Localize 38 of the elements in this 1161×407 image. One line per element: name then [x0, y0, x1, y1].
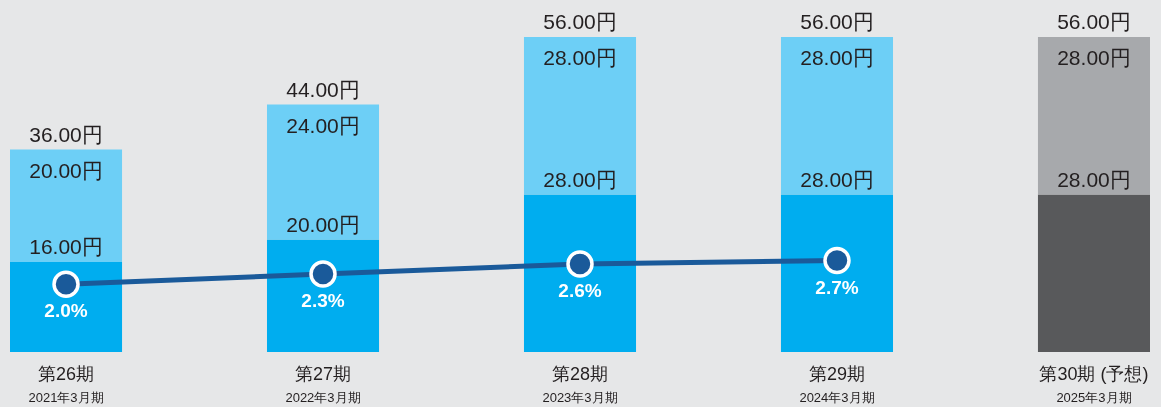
data-label: 28.00円	[543, 167, 617, 191]
bar	[523, 37, 637, 195]
point	[566, 250, 594, 278]
data-label: 28.00円	[1057, 167, 1131, 191]
bar	[780, 194, 894, 352]
data-label: 20.00円	[29, 158, 103, 182]
data-label: 28.00円	[800, 167, 874, 191]
bar	[1037, 37, 1150, 195]
data-label: 2.0%	[44, 300, 88, 322]
x-tick-label: 第27期 2022年3月期	[285, 364, 361, 405]
point	[52, 270, 80, 299]
data-label: 16.00円	[29, 235, 103, 258]
bar	[523, 194, 637, 352]
point	[309, 260, 337, 288]
total-label: 44.00円	[286, 77, 360, 101]
x-tick-label: 第29期 2024年3月期	[799, 364, 875, 405]
data-label: 2.3%	[301, 290, 345, 312]
data-label: 28.00円	[543, 46, 617, 69]
bar	[780, 37, 894, 195]
total-label: 56.00円	[543, 10, 617, 33]
data-label: 28.00円	[800, 46, 874, 69]
total-label: 36.00円	[29, 122, 103, 146]
data-label: 20.00円	[286, 212, 360, 236]
bar	[1037, 194, 1150, 352]
bar	[266, 104, 380, 240]
x-tick-label: 第30期 (予想) 2025年3月期	[1039, 364, 1149, 405]
bar	[10, 149, 123, 262]
point	[823, 246, 851, 275]
data-label: 2.6%	[558, 279, 602, 301]
total-label: 56.00円	[800, 10, 874, 33]
data-label: 28.00円	[1057, 46, 1131, 69]
bar	[266, 239, 380, 352]
data-label: 24.00円	[286, 113, 360, 137]
x-tick-label: 第28期 2023年3月期	[542, 364, 618, 405]
x-tick-label: 第26期 2021年3月期	[28, 364, 104, 405]
total-label: 56.00円	[1057, 10, 1131, 33]
data-label: 2.7%	[815, 276, 859, 298]
bar	[10, 262, 123, 352]
